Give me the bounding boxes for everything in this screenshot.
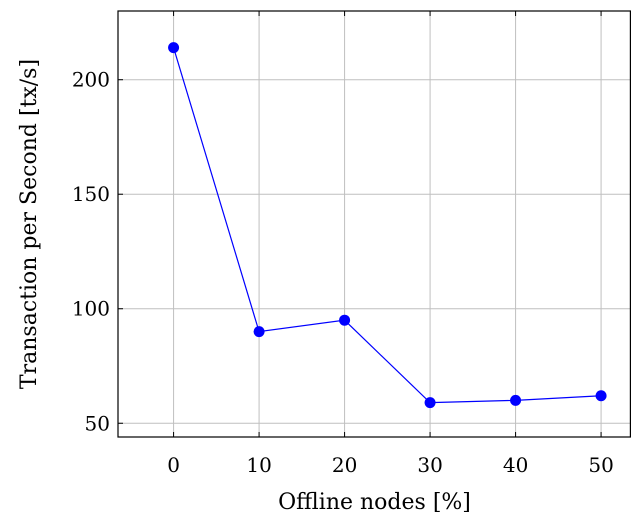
- data-point: [253, 326, 265, 338]
- x-axis-label: Offline nodes [%]: [278, 490, 471, 515]
- data-point: [595, 390, 607, 402]
- y-tick-label: 150: [72, 182, 110, 206]
- y-tick-label: 200: [72, 68, 110, 92]
- x-tick-label: 0: [167, 453, 180, 477]
- data-point: [339, 314, 351, 326]
- plot-frame: [117, 10, 631, 438]
- data-point: [424, 397, 436, 409]
- series-layer: [168, 42, 607, 409]
- y-tick-label: 100: [72, 297, 110, 321]
- grid-lines: [118, 11, 631, 437]
- x-tick-label: 20: [332, 453, 357, 477]
- axis-ticks: 0 10 20 30 40 50 50 100 150 200: [72, 11, 614, 477]
- x-tick-label: 10: [246, 453, 271, 477]
- x-tick-label: 30: [417, 453, 442, 477]
- y-axis-label: Transaction per Second [tx/s]: [17, 59, 42, 389]
- x-tick-label: 50: [588, 453, 613, 477]
- data-point: [168, 42, 180, 54]
- data-point: [510, 394, 522, 406]
- y-tick-label: 50: [85, 411, 110, 435]
- series-line: [173, 47, 602, 404]
- x-tick-label: 40: [503, 453, 528, 477]
